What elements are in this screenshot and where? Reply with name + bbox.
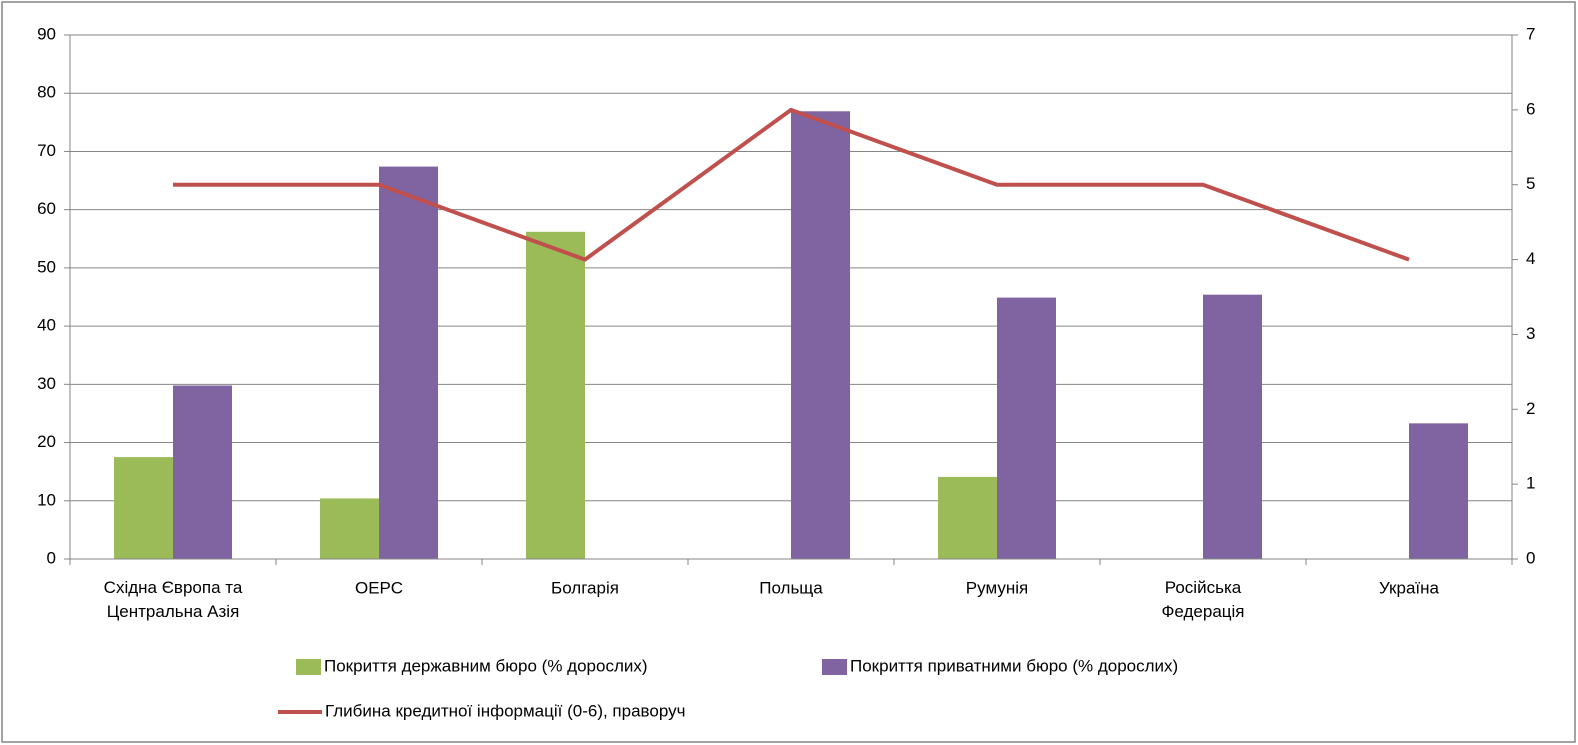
legend-label: Покриття приватними бюро (% дорослих) <box>850 656 1178 675</box>
x-tick-label: Східна Європа та Центральна Азія <box>104 578 243 621</box>
bar <box>1203 294 1262 559</box>
line-series <box>173 107 1410 262</box>
x-tick-label: ОЕРС <box>355 578 403 597</box>
y-tick-label: 90 <box>37 24 56 43</box>
bar <box>320 498 379 559</box>
legend-label: Глибина кредитної інформації (0-6), прав… <box>325 701 685 720</box>
legend-swatch <box>822 659 847 675</box>
y-tick-label: 20 <box>37 432 56 451</box>
legend-swatch <box>296 659 321 675</box>
y-tick-label: 80 <box>37 83 56 102</box>
bar <box>997 297 1056 559</box>
y2-tick-label: 6 <box>1526 99 1535 118</box>
y2-tick-label: 2 <box>1526 399 1535 418</box>
x-tick-label: Румунія <box>966 578 1028 597</box>
y2-tick-label: 5 <box>1526 174 1535 193</box>
bar <box>526 231 585 559</box>
bar <box>114 457 173 559</box>
legend-label: Покриття державним бюро (% дорослих) <box>324 656 648 675</box>
y-tick-label: 0 <box>47 548 56 567</box>
x-tick-label: Російська Федерація <box>1161 578 1244 621</box>
y-tick-label: 30 <box>37 374 56 393</box>
x-tick-label: Болгарія <box>551 578 619 597</box>
x-tick-label: Польща <box>759 578 823 597</box>
y2-tick-label: 7 <box>1526 24 1535 43</box>
y-tick-label: 40 <box>37 316 56 335</box>
y-tick-label: 10 <box>37 490 56 509</box>
bar <box>173 385 232 559</box>
y2-tick-label: 3 <box>1526 324 1535 343</box>
bar <box>1409 423 1468 559</box>
y-tick-label: 60 <box>37 199 56 218</box>
y-tick-label: 50 <box>37 257 56 276</box>
y-tick-label: 70 <box>37 141 56 160</box>
bar <box>379 166 438 560</box>
y2-tick-label: 0 <box>1526 548 1535 567</box>
y2-tick-label: 4 <box>1526 249 1535 268</box>
x-tick-label: Україна <box>1379 578 1439 597</box>
bar <box>938 476 997 559</box>
y2-tick-label: 1 <box>1526 474 1535 493</box>
bar <box>791 111 850 559</box>
